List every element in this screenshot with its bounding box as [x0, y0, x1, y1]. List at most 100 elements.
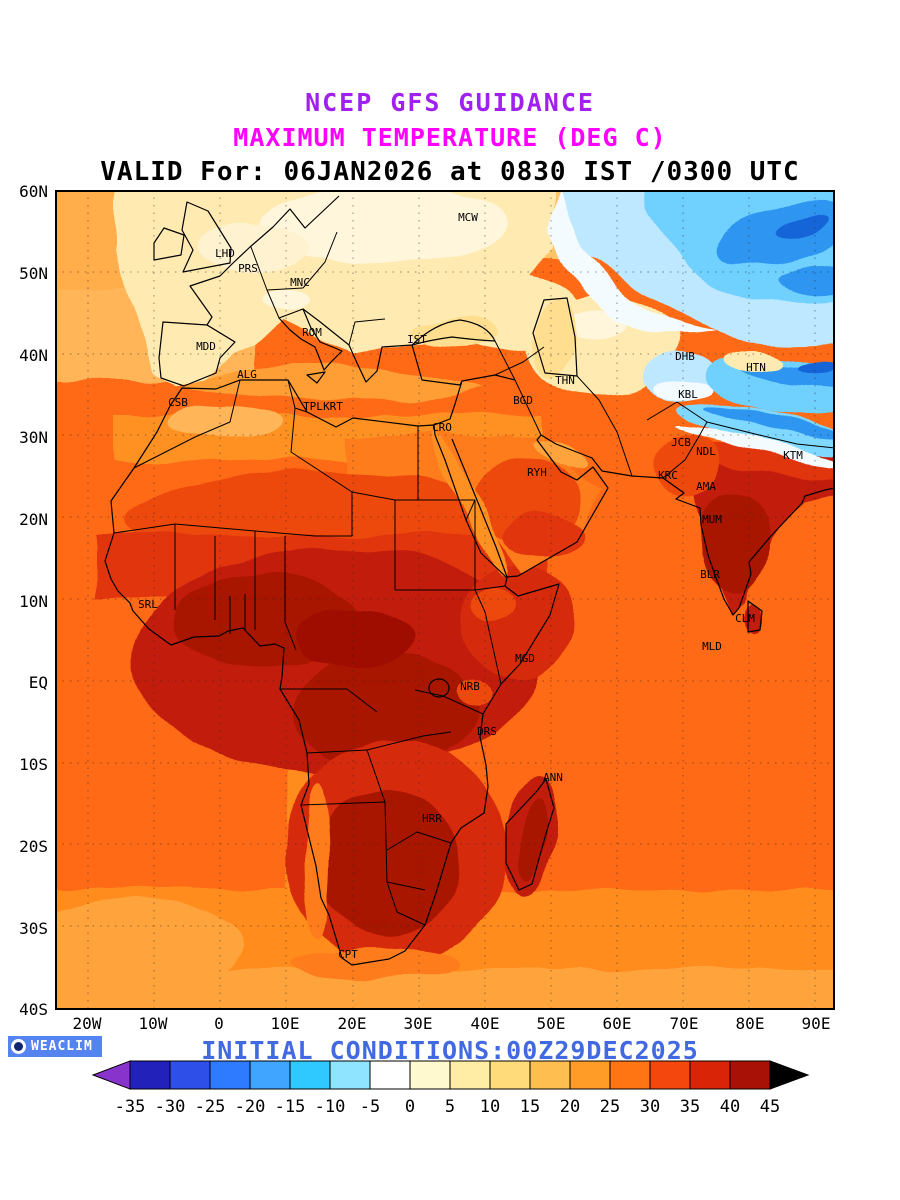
temperature-field [55, 190, 835, 1010]
lon-label-40E: 40E [470, 1014, 500, 1033]
colorbar-tick-35: 35 [680, 1097, 700, 1117]
colorbar-tick-20: 20 [560, 1097, 580, 1117]
colorbar-tick-15: 15 [520, 1097, 540, 1117]
station-MCW: MCW [458, 211, 478, 224]
colorbar-segment-7 [409, 1060, 451, 1090]
lon-label-90E: 90E [801, 1014, 831, 1033]
colorbar-tick-40: 40 [720, 1097, 740, 1117]
lat-label-20N: 20N [19, 510, 48, 529]
colorbar-segment-15 [729, 1060, 771, 1090]
map-frame [55, 190, 835, 1010]
colorbar-segment-8 [449, 1060, 491, 1090]
station-THN: THN [555, 374, 575, 387]
station-KRC: KRC [658, 469, 678, 482]
station-HRR: HRR [422, 812, 442, 825]
lon-label-80E: 80E [735, 1014, 765, 1033]
station-BLR: BLR [700, 568, 720, 581]
colorbar-segment-4 [289, 1060, 331, 1090]
colorbar-tick-0: 0 [405, 1097, 415, 1117]
colorbar-segment-10 [529, 1060, 571, 1090]
colorbar-segment-12 [609, 1060, 651, 1090]
colorbar-tick--30: -30 [155, 1097, 186, 1117]
station-AMA: AMA [696, 480, 716, 493]
colorbar-segment-2 [209, 1060, 251, 1090]
station-HTN: HTN [746, 361, 766, 374]
station-NRB: NRB [460, 680, 480, 693]
lon-label-10E: 10E [270, 1014, 300, 1033]
lon-label-10W: 10W [138, 1014, 168, 1033]
weaclim-logo: WEACLIM [8, 1036, 102, 1057]
station-MLD: MLD [702, 640, 722, 653]
lon-label-0: 0 [214, 1014, 224, 1033]
station-ALG: ALG [237, 368, 257, 381]
station-CRO: CRO [432, 421, 452, 434]
colorbar-segment-5 [329, 1060, 371, 1090]
colorbar-tick-45: 45 [760, 1097, 780, 1117]
colorbar-segment-3 [249, 1060, 291, 1090]
station-CPT: CPT [338, 948, 358, 961]
colorbar-segment-0 [129, 1060, 171, 1090]
station-LHD: LHD [215, 247, 235, 260]
colorbar-tick--15: -15 [275, 1097, 306, 1117]
lat-label-60N: 60N [19, 182, 48, 201]
station-NDL: NDL [696, 445, 716, 458]
logo-ring-icon [11, 1039, 26, 1054]
station-KTM: KTM [783, 449, 803, 462]
lon-label-30E: 30E [403, 1014, 433, 1033]
station-KRT: KRT [323, 400, 343, 413]
station-KBL: KBL [678, 388, 698, 401]
colorbar-tick--5: -5 [360, 1097, 380, 1117]
station-JCB: JCB [671, 436, 691, 449]
initial-conditions-text: INITIAL CONDITIONS:00Z29DEC2025 [201, 1036, 699, 1065]
map-area: MCW LHD PRS MNC ROM MDD IST ALG CSB TPL KRT CRO BGD T… [55, 190, 836, 1010]
title-valid-time: VALID For: 06JAN2026 at 0830 IST /0300 U… [100, 157, 800, 187]
lat-label-40S: 40S [19, 1000, 48, 1019]
station-MGD: MGD [515, 652, 535, 665]
colorbar-segment-14 [689, 1060, 731, 1090]
temperature-colorbar: -35 -30 -25 -20 -15 -10 -5 0 5 10 15 20 25 30 35 40 45 [91, 1060, 810, 1117]
station-ANN: ANN [543, 771, 563, 784]
colorbar-tick--20: -20 [235, 1097, 266, 1117]
station-TPL: TPL [303, 400, 323, 413]
title-model: NCEP GFS GUIDANCE [305, 88, 595, 117]
colorbar-tick-10: 10 [480, 1097, 500, 1117]
colorbar-segment-6 [369, 1060, 411, 1090]
station-PRS: PRS [238, 262, 258, 275]
lon-label-20E: 20E [337, 1014, 367, 1033]
colorbar-segment-11 [569, 1060, 611, 1090]
lat-label-30S: 30S [19, 919, 48, 938]
colorbar-tick-5: 5 [445, 1097, 455, 1117]
station-MNC: MNC [290, 276, 310, 289]
station-BGD: BGD [513, 394, 533, 407]
station-RYH: RYH [527, 466, 547, 479]
lon-label-70E: 70E [669, 1014, 699, 1033]
colorbar-tick--10: -10 [315, 1097, 346, 1117]
station-SRL: SRL [138, 598, 158, 611]
colorbar-tick-25: 25 [600, 1097, 620, 1117]
lat-label-10N: 10N [19, 592, 48, 611]
lat-label-10S: 10S [19, 755, 48, 774]
colorbar-segment-9 [489, 1060, 531, 1090]
country-borders [113, 231, 836, 926]
title-parameter: MAXIMUM TEMPERATURE (DEG C) [233, 123, 667, 152]
station-DHB: DHB [675, 350, 695, 363]
colorbar-segment-1 [169, 1060, 211, 1090]
colorbar-tick-30: 30 [640, 1097, 660, 1117]
station-MDD: MDD [196, 340, 216, 353]
lat-label-40N: 40N [19, 346, 48, 365]
station-CLM: CLM [735, 612, 755, 625]
colorbar-left-arrow [91, 1060, 131, 1090]
colorbar-tick--25: -25 [195, 1097, 226, 1117]
colorbar-right-arrow [769, 1060, 810, 1090]
lon-label-50E: 50E [536, 1014, 566, 1033]
colorbar-tick--35: -35 [115, 1097, 146, 1117]
station-MUM: MUM [702, 513, 722, 526]
coastlines [104, 195, 836, 966]
lon-label-60E: 60E [602, 1014, 632, 1033]
colorbar-segment-13 [649, 1060, 691, 1090]
lat-label-20S: 20S [19, 837, 48, 856]
lat-label-30N: 30N [19, 428, 48, 447]
